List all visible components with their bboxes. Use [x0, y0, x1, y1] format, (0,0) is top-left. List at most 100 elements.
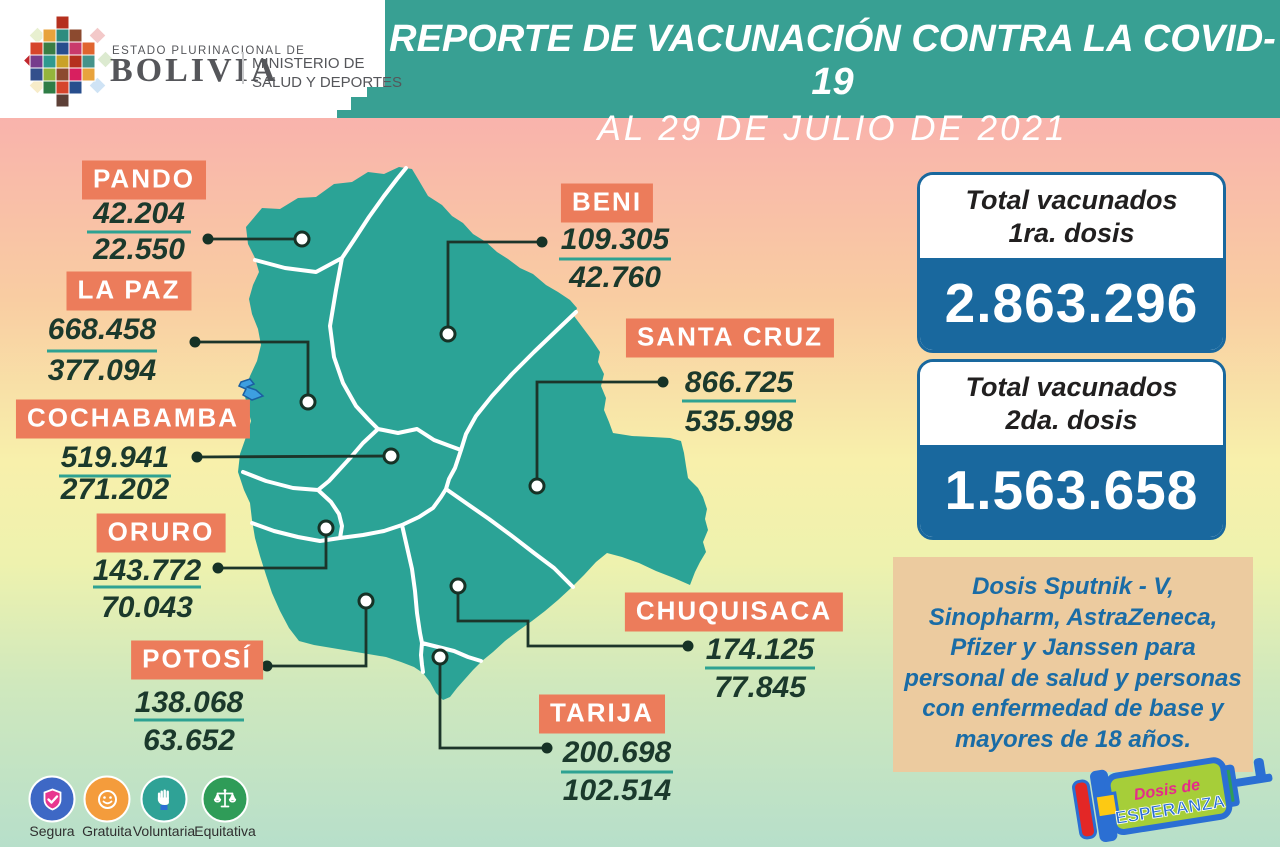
shield-check-icon: [28, 775, 76, 823]
callout-line-tarija: [438, 657, 547, 750]
map-location-dots: [293, 230, 546, 666]
note-line-1: Dosis Sputnik - V,: [972, 573, 1174, 600]
dept-chip-beni: BENI: [560, 183, 654, 223]
principle-label-equitativa: Equitativa: [194, 823, 256, 839]
dept-divider-pando: [87, 230, 191, 234]
lake-titicaca-icon: [237, 378, 265, 401]
raised-hand-icon: [140, 775, 188, 823]
dept-dose1-cochabamba: 519.941: [60, 441, 170, 474]
callout-line-potosi: [267, 601, 368, 668]
dept-dose1-santacruz: 866.725: [684, 366, 794, 399]
callout-line-santacruz: [535, 380, 663, 486]
map-dot-beni: [439, 325, 457, 343]
total-second-dose-label: Total vacunados 2da. dosis: [920, 362, 1223, 445]
dept-chip-oruro: ORURO: [96, 513, 226, 553]
map-dot-santacruz: [528, 477, 546, 495]
vaccine-note: Dosis Sputnik - V, Sinopharm, AstraZeneca…: [893, 557, 1253, 772]
total-first-dose-value: 2.863.296: [920, 258, 1223, 350]
logo-pretitle: ESTADO PLURINACIONAL DE: [112, 45, 306, 57]
report-title: REPORTE DE VACUNACIÓN CONTRA LA COVID-19…: [385, 0, 1280, 148]
dept-chip-cochabamba: COCHABAMBA: [15, 399, 251, 439]
balance-scale-icon: [201, 775, 249, 823]
dosis-de-esperanza-logo: Dosis de ESPERANZA: [1072, 757, 1273, 843]
dept-divider-tarija: [561, 770, 673, 774]
map-dot-tarija: [431, 648, 449, 666]
ministry-name: MINISTERIO DE SALUD Y DEPORTES: [252, 54, 402, 92]
dept-dose1-chuquisaca: 174.125: [705, 633, 815, 666]
note-line-3: Pfizer y Janssen para: [950, 634, 1196, 661]
dept-divider-cochabamba: [59, 474, 171, 478]
note-line-5: con enfermedad de base y: [922, 695, 1224, 722]
dept-dose1-pando: 42.204: [93, 197, 185, 230]
header-teal-band: [337, 0, 1280, 118]
smiley-icon: [83, 775, 131, 823]
total-second-dose-value: 1.563.658: [920, 445, 1223, 537]
principle-label-segura: Segura: [29, 823, 75, 839]
dept-chip-potosi: POTOSÍ: [131, 640, 263, 680]
total-second-dose-label-line2: 2da. dosis: [1005, 405, 1138, 435]
total-first-dose-label: Total vacunados 1ra. dosis: [920, 175, 1223, 258]
dept-chip-santacruz: SANTA CRUZ: [625, 318, 835, 358]
note-line-4: personal de salud y personas: [904, 664, 1242, 692]
callout-line-beni: [446, 240, 542, 334]
header-divider: [242, 52, 244, 84]
total-second-dose-label-line1: Total vacunados: [965, 372, 1178, 402]
map-dot-lapaz: [299, 393, 317, 411]
dept-dose2-santacruz: 535.998: [684, 405, 794, 438]
dept-dose1-potosi: 138.068: [134, 686, 244, 719]
dept-chip-pando: PANDO: [82, 160, 206, 200]
dept-divider-lapaz: [47, 349, 157, 353]
note-line-2: Sinopharm, AstraZeneca,: [928, 603, 1218, 631]
map-dot-pando: [293, 230, 311, 248]
dept-dose1-tarija: 200.698: [562, 736, 672, 769]
principle-label-voluntaria: Voluntaria: [132, 823, 196, 839]
dept-dose1-beni: 109.305: [560, 223, 670, 256]
dept-dose1-lapaz: 668.458: [47, 313, 157, 346]
total-first-dose-label-line1: Total vacunados: [965, 185, 1178, 215]
dept-divider-potosi: [134, 718, 244, 722]
logo-wordmark: BOLIVIA: [110, 52, 279, 89]
report-title-line1: REPORTE DE VACUNACIÓN CONTRA LA COVID-19: [389, 18, 1276, 103]
dept-chip-lapaz: LA PAZ: [66, 271, 192, 311]
department-borders: [241, 166, 578, 674]
map-dot-cochabamba: [382, 447, 400, 465]
dept-dose2-beni: 42.760: [569, 261, 661, 294]
map-dot-oruro: [317, 519, 335, 537]
dept-dose2-pando: 22.550: [93, 233, 185, 266]
dept-dose2-potosi: 63.652: [143, 724, 235, 757]
dept-dose2-lapaz: 377.094: [47, 354, 157, 387]
bolivia-coat-icon: [24, 15, 114, 108]
dept-divider-beni: [559, 257, 671, 261]
callout-line-cochabamba: [196, 454, 392, 459]
callout-end-dots: [189, 233, 694, 754]
callout-line-lapaz: [195, 340, 310, 402]
dept-dose2-chuquisaca: 77.845: [714, 671, 806, 704]
total-first-dose-label-line2: 1ra. dosis: [1008, 218, 1135, 248]
dept-dose2-cochabamba: 271.202: [60, 473, 170, 506]
total-second-dose-card: Total vacunados 2da. dosis 1.563.658: [917, 359, 1226, 540]
dept-chip-chuquisaca: CHUQUISACA: [624, 592, 844, 632]
note-line-6: mayores de 18 años.: [954, 725, 1192, 753]
dept-divider-santacruz: [682, 399, 796, 403]
dept-divider-chuquisaca: [705, 666, 815, 670]
map-outline: [238, 167, 708, 700]
dept-chip-tarija: TARIJA: [539, 694, 665, 734]
total-first-dose-card: Total vacunados 1ra. dosis 2.863.296: [917, 172, 1226, 353]
callout-line-chuquisaca: [456, 586, 688, 648]
ministry-line2: SALUD Y DEPORTES: [252, 74, 403, 91]
callout-lines: [195, 237, 688, 750]
ministry-line1: MINISTERIO DE: [252, 55, 365, 72]
map-dot-chuquisaca: [449, 577, 467, 595]
callout-line-oruro: [218, 528, 328, 570]
dept-dose1-oruro: 143.772: [92, 554, 202, 587]
principle-label-gratuita: Gratuita: [82, 823, 132, 839]
syringe-needle: [1234, 773, 1273, 787]
header: ESTADO PLURINACIONAL DE BOLIVIA MINISTER…: [0, 0, 1280, 148]
dept-dose2-tarija: 102.514: [562, 774, 672, 807]
report-title-line2: AL 29 DE JULIO DE 2021: [597, 109, 1068, 148]
dept-dose2-oruro: 70.043: [101, 591, 193, 624]
map-dot-potosi: [357, 592, 375, 610]
